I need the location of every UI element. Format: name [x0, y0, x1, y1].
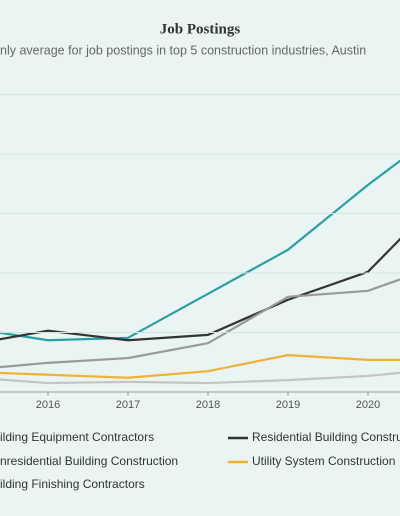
legend-label: ilding Finishing Contractors [0, 477, 145, 491]
chart-subtitle: nly average for job postings in top 5 co… [0, 43, 366, 57]
series-line [0, 371, 400, 385]
legend-label: ilding Equipment Contractors [0, 430, 154, 444]
x-tick-label: 2019 [276, 399, 300, 411]
legend-label: nresidential Building Construction [0, 454, 178, 468]
series-line [0, 159, 400, 342]
chart-title: Job Postings [160, 21, 241, 37]
x-tick-label: 2020 [356, 399, 380, 411]
x-tick-label: 2017 [116, 399, 140, 411]
x-tick-label: 2018 [196, 399, 220, 411]
plot-area [0, 159, 400, 385]
series-line [0, 237, 400, 342]
legend-label: Residential Building Constru [252, 430, 400, 444]
legend-label: Utility System Construction [252, 454, 395, 468]
series-line [0, 278, 400, 369]
x-tick-label: 2016 [36, 399, 60, 411]
series-line [0, 354, 400, 379]
